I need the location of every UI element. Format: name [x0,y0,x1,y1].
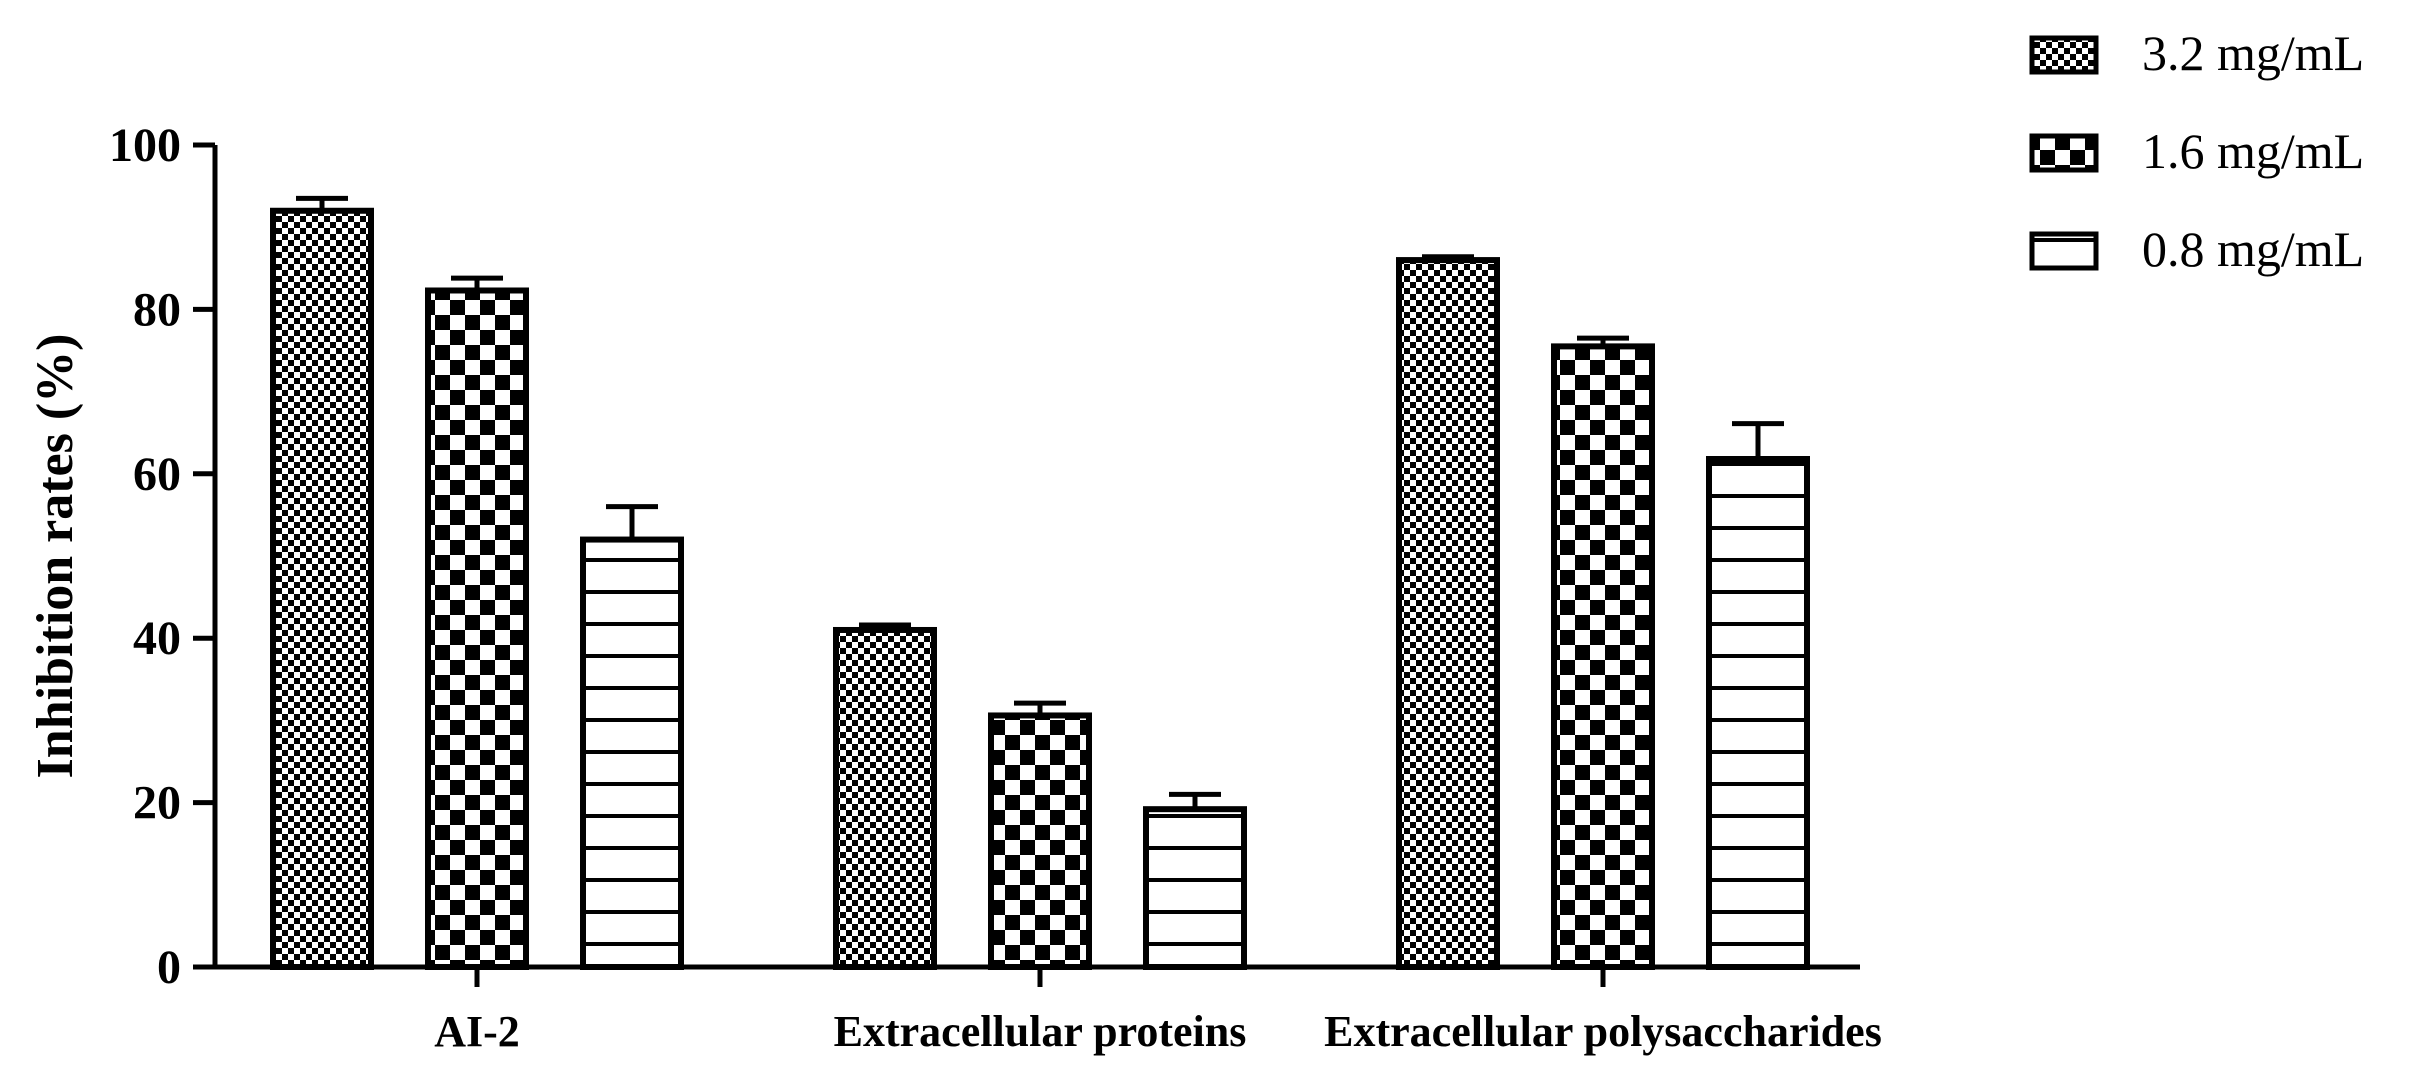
legend-label: 3.2 mg/mL [2142,25,2364,81]
bar [1706,456,1810,970]
legend-label: 1.6 mg/mL [2142,123,2364,179]
legend-label: 0.8 mg/mL [2142,221,2364,277]
bar [1396,257,1500,970]
y-tick-label: 80 [133,283,181,336]
y-tick-label: 20 [133,777,181,830]
y-tick-label: 100 [109,119,181,172]
y-axis-title: Inhibition rates (%) [27,334,84,779]
legend-swatch [2029,133,2099,173]
x-category-label: Extracellular proteins [834,1007,1247,1056]
bar [580,536,684,970]
y-tick-label: 40 [133,612,181,665]
y-tick-label: 60 [133,448,181,501]
bar [988,712,1092,971]
bar [270,207,374,970]
x-category-label: Extracellular polysaccharides [1324,1007,1882,1056]
legend-swatch [2029,35,2099,75]
bar [1143,806,1247,971]
y-tick-label: 0 [157,941,181,994]
bar [833,626,937,970]
bar [425,287,529,970]
x-category-label: AI-2 [434,1007,520,1056]
legend-swatch [2029,231,2099,271]
bar [1551,343,1655,970]
